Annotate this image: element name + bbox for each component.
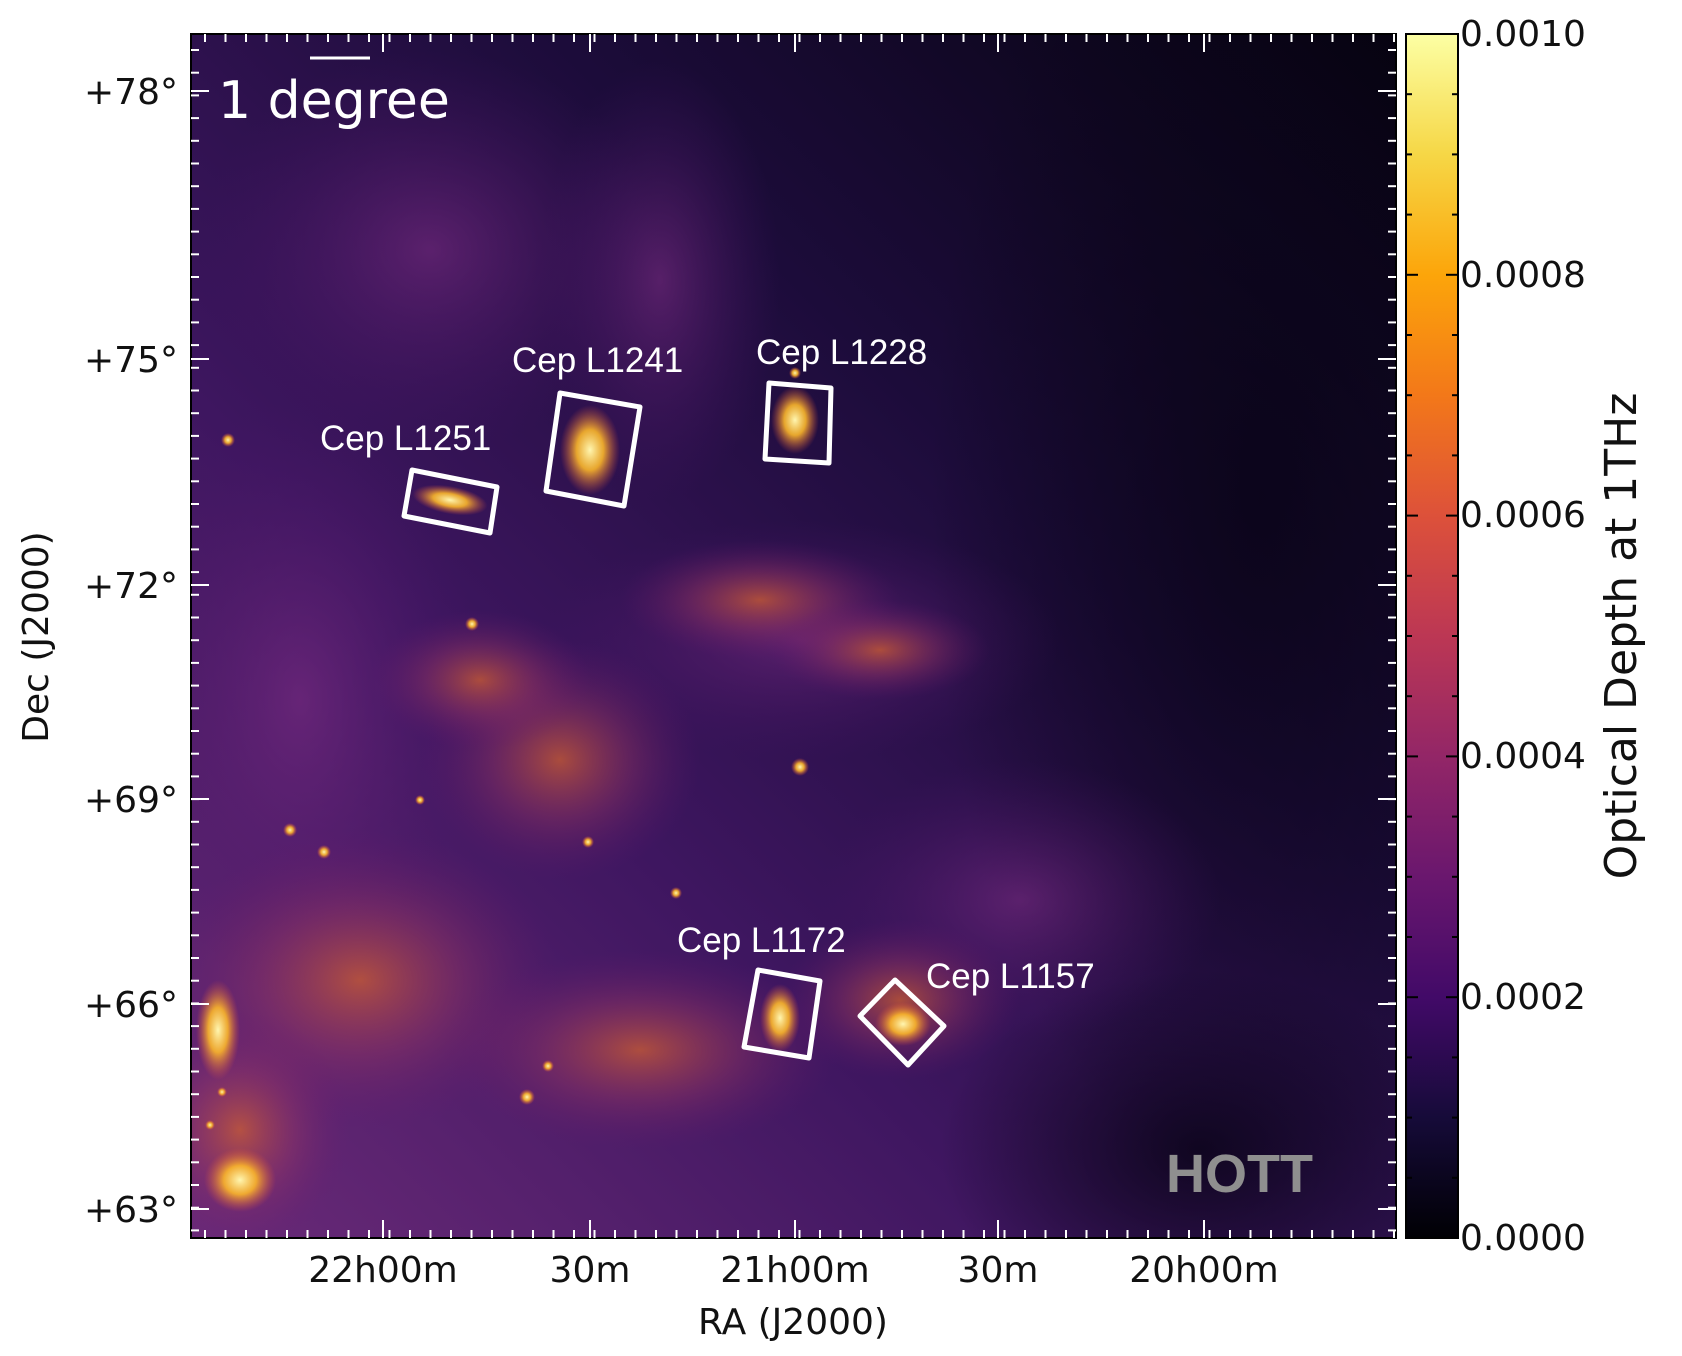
colorbar-tick-label-4: 0.0006 (1460, 495, 1586, 536)
colorbar-tick-label-3: 0.0004 (1460, 736, 1586, 777)
y-tick-label-6: +63° (84, 1190, 178, 1231)
x-tick-label-2: 30m (550, 1250, 631, 1291)
x-tick-label-4: 30m (958, 1250, 1039, 1291)
y-tick-label-5: +66° (84, 985, 178, 1026)
x-tick-label-3: 21h00m (720, 1250, 870, 1291)
colorbar-tick-label-6: 0.0010 (1460, 14, 1586, 55)
region-box-cep-l1251 (401, 467, 500, 536)
region-label-cep-l1157: Cep L1157 (926, 957, 1095, 996)
colorbar-tick-label-2: 0.0002 (1460, 977, 1586, 1018)
hott-watermark: HOTT (1166, 1144, 1313, 1204)
region-boxes (401, 380, 947, 1068)
colorbar-tick-labels: 0.0000 0.0002 0.0004 0.0006 0.0008 0.001… (1460, 14, 1586, 1259)
region-box-cep-l1241 (543, 390, 643, 509)
optical-depth-map (191, 34, 1396, 1238)
map-frame (190, 33, 1397, 1239)
colorbar (1406, 34, 1458, 1238)
region-label-cep-l1172: Cep L1172 (677, 921, 846, 960)
x-axis-title: RA (J2000) (698, 1302, 888, 1343)
colorbar-tick-label-5: 0.0008 (1460, 255, 1586, 296)
region-label-cep-l1228: Cep L1228 (756, 333, 927, 372)
region-box-cep-l1228 (762, 380, 834, 466)
y-tick-label-1: +78° (84, 72, 178, 113)
x-tick-label-1: 22h00m (308, 1250, 458, 1291)
y-tick-label-3: +72° (84, 566, 178, 607)
map-ticks (191, 34, 1396, 1238)
region-box-cep-l1172 (741, 967, 823, 1061)
x-tick-labels: 22h00m 30m 21h00m 30m 20h00m (308, 1250, 1279, 1291)
region-label-cep-l1251: Cep L1251 (320, 419, 491, 458)
scale-bar-label: 1 degree (218, 71, 450, 131)
y-tick-label-2: +75° (84, 340, 178, 381)
colorbar-tick-label-1: 0.0000 (1460, 1218, 1586, 1259)
x-tick-label-5: 20h00m (1129, 1250, 1279, 1291)
region-labels: Cep L1251 Cep L1241 Cep L1228 Cep L1172 … (320, 333, 1095, 996)
y-tick-labels: +78° +75° +72° +69° +66° +63° (84, 72, 178, 1231)
region-label-cep-l1241: Cep L1241 (512, 341, 683, 380)
y-tick-label-4: +69° (84, 780, 178, 821)
colorbar-title: Optical Depth at 1THz (1596, 393, 1647, 880)
y-axis-title: Dec (J2000) (16, 531, 57, 742)
region-box-cep-l1157 (857, 977, 947, 1068)
colorbar-ticks (1406, 33, 1458, 1239)
